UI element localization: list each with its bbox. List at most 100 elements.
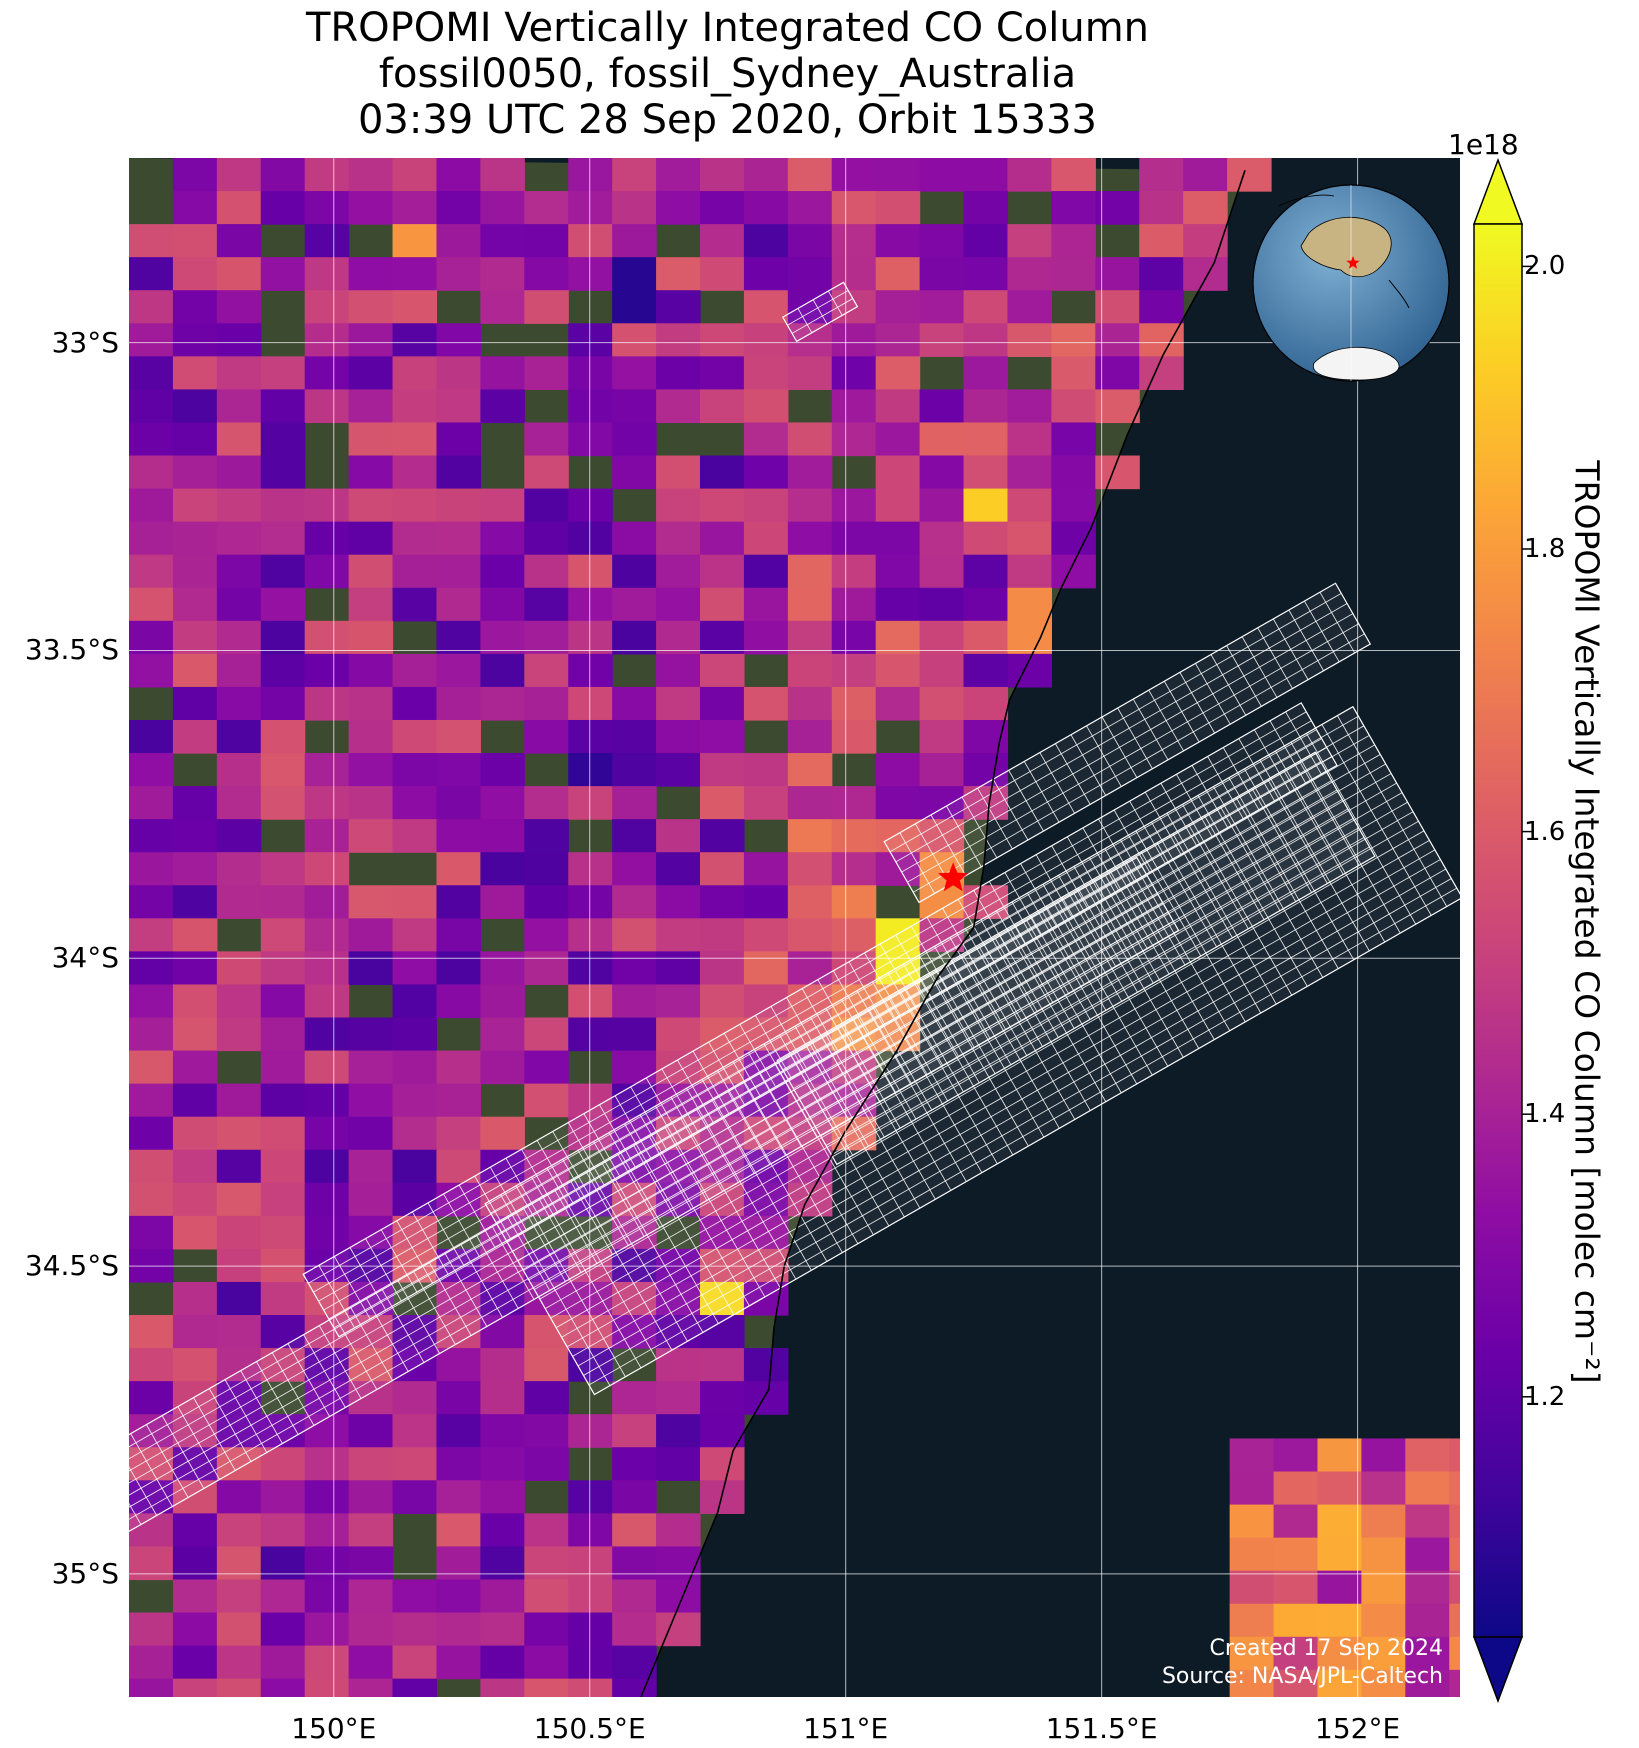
sounding-line	[901, 613, 1354, 873]
co-pixel	[1449, 1471, 1460, 1506]
co-pixel	[831, 554, 877, 589]
co-pixel	[1273, 1438, 1319, 1473]
sounding-line	[1160, 783, 1198, 846]
sounding-line	[812, 299, 828, 325]
sounding-line	[1144, 791, 1182, 855]
co-pixel	[568, 686, 613, 721]
lat-tick-label: 35°S	[51, 1556, 119, 1590]
co-pixel	[787, 488, 833, 523]
sounding-line	[458, 1184, 496, 1248]
co-pixel	[436, 719, 481, 754]
co-pixel	[129, 719, 174, 754]
co-pixel	[831, 786, 877, 820]
co-pixel	[1361, 1603, 1406, 1638]
co-pixel	[480, 1579, 525, 1614]
co-pixel	[963, 224, 1009, 258]
lon-tick-label: 150.5°E	[533, 1712, 646, 1745]
sounding-line	[645, 1077, 683, 1141]
map-panel[interactable]	[129, 158, 1460, 1697]
co-pixel	[1317, 1537, 1363, 1572]
co-pixel	[568, 356, 613, 391]
co-pixel	[743, 389, 789, 424]
co-pixel	[129, 554, 174, 589]
co-pixel	[129, 1116, 174, 1151]
co-pixel	[1051, 455, 1096, 490]
sounding-line	[567, 1122, 605, 1186]
co-pixel	[612, 885, 657, 919]
co-pixel	[129, 951, 174, 986]
co-pixel	[1229, 1537, 1275, 1572]
co-pixel	[787, 885, 833, 919]
co-pixel	[392, 1678, 438, 1697]
co-pixel	[392, 1381, 438, 1415]
co-pixel	[699, 753, 745, 787]
sounding-line	[1140, 851, 1202, 957]
co-pixel	[875, 158, 921, 192]
co-pixel	[172, 686, 218, 721]
co-pixel	[304, 1083, 350, 1118]
sounding-line	[825, 836, 1365, 1146]
co-pixel	[216, 885, 262, 919]
co-pixel	[348, 1414, 394, 1448]
colorbar-extend-bottom	[1472, 1636, 1524, 1704]
co-pixel	[831, 885, 877, 919]
co-pixel	[436, 786, 481, 820]
co-pixel	[304, 885, 350, 919]
co-pixel	[1183, 158, 1228, 192]
co-pixel	[129, 521, 174, 556]
co-pixel	[656, 686, 701, 721]
co-pixel	[216, 1083, 262, 1118]
co-pixel	[743, 686, 789, 721]
co-pixel	[260, 918, 306, 952]
sounding-line	[755, 1015, 792, 1079]
co-pixel	[392, 1116, 438, 1151]
co-pixel	[172, 1414, 218, 1448]
co-pixel	[1449, 1603, 1460, 1638]
co-pixel	[743, 257, 789, 291]
co-pixel	[568, 1612, 613, 1647]
co-pixel	[129, 290, 174, 324]
sounding-line	[334, 1256, 371, 1320]
co-pixel	[304, 1480, 350, 1514]
co-pixel	[963, 488, 1009, 523]
co-pixel	[1405, 1570, 1450, 1605]
co-pixel	[919, 885, 965, 919]
co-pixel	[392, 653, 438, 688]
co-pixel	[480, 951, 525, 986]
co-pixel	[524, 488, 569, 523]
co-pixel	[260, 257, 306, 291]
co-pixel	[348, 719, 394, 754]
sounding-line	[797, 308, 813, 333]
co-pixel	[129, 653, 174, 688]
co-pixel	[612, 1546, 657, 1581]
co-pixel	[1007, 257, 1052, 291]
sounding-line	[512, 754, 1381, 1252]
co-pixel	[699, 984, 745, 1019]
co-pixel	[304, 918, 350, 952]
sounding-line	[988, 881, 1026, 945]
co-pixel	[743, 620, 789, 655]
co-pixel	[743, 554, 789, 589]
co-pixel	[919, 620, 965, 655]
co-pixel	[392, 290, 438, 324]
co-pixel	[129, 587, 174, 622]
sounding-line	[323, 738, 1322, 1311]
co-pixel	[656, 257, 701, 291]
sounding-line	[1156, 842, 1218, 948]
co-pixel	[129, 1083, 174, 1118]
co-pixel	[699, 885, 745, 919]
co-pixel	[436, 1116, 481, 1151]
co-pixel	[787, 158, 833, 192]
co-pixel	[568, 1414, 613, 1448]
co-pixel	[480, 1414, 525, 1448]
co-pixel	[612, 356, 657, 391]
co-pixel	[1139, 323, 1184, 357]
co-pixel	[348, 1579, 394, 1614]
co-pixel	[129, 1017, 174, 1052]
co-pixel	[436, 1348, 481, 1382]
co-pixel	[875, 191, 921, 225]
co-pixel	[172, 389, 218, 424]
co-pixel	[699, 587, 745, 622]
sounding-line	[1188, 824, 1249, 930]
sounding-line	[129, 866, 1143, 1448]
